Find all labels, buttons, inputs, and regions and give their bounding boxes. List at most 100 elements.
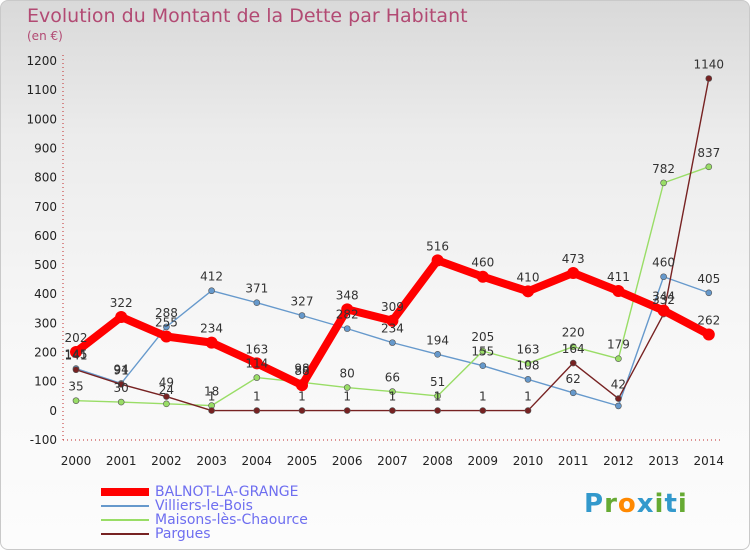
legend-label: BALNOT-LA-GRANGE xyxy=(155,484,299,500)
data-point xyxy=(705,289,713,297)
data-point xyxy=(479,347,487,355)
x-tick-label: 2009 xyxy=(468,454,499,468)
data-point xyxy=(615,355,622,362)
data-label: 837 xyxy=(697,146,720,160)
data-point xyxy=(205,336,218,349)
x-tick-label: 2001 xyxy=(106,454,137,468)
data-label: 18 xyxy=(204,385,219,399)
data-point xyxy=(72,397,80,404)
y-tick-label: 1000 xyxy=(26,112,57,126)
data-point xyxy=(389,388,396,395)
data-point xyxy=(522,285,534,298)
data-point xyxy=(615,402,622,410)
y-tick-label: 200 xyxy=(34,346,57,360)
data-point xyxy=(657,304,670,317)
data-label: 114 xyxy=(245,357,268,371)
data-label: 1 xyxy=(343,390,351,404)
legend-label: Pargues xyxy=(155,526,211,542)
chart-title: Evolution du Montant de la Dette par Hab… xyxy=(27,5,468,27)
data-label: 412 xyxy=(200,270,223,284)
y-tick-label: 300 xyxy=(34,316,57,330)
legend-label: Villiers-le-Bois xyxy=(155,498,253,514)
data-label: 473 xyxy=(562,252,585,266)
data-point xyxy=(612,285,625,298)
data-label: 49 xyxy=(159,376,174,390)
data-label: 262 xyxy=(697,313,720,327)
data-label: 80 xyxy=(340,367,355,381)
data-point xyxy=(70,345,82,358)
data-point xyxy=(705,163,713,171)
data-label: 141 xyxy=(65,349,88,363)
data-label: 1 xyxy=(479,390,487,404)
data-point xyxy=(569,389,577,397)
x-tick-label: 2013 xyxy=(648,454,679,468)
data-point xyxy=(434,392,441,400)
data-label: 163 xyxy=(245,342,268,356)
data-point xyxy=(253,374,261,381)
data-point xyxy=(296,379,308,392)
data-point xyxy=(343,407,351,414)
data-label: 202 xyxy=(65,331,88,345)
data-point xyxy=(160,330,173,343)
data-point xyxy=(341,303,354,316)
data-label: 179 xyxy=(607,338,630,352)
data-point xyxy=(660,273,667,281)
data-point xyxy=(208,407,215,414)
data-point xyxy=(524,360,532,367)
data-label: 516 xyxy=(426,239,449,253)
y-tick-label: 400 xyxy=(34,287,57,301)
data-point xyxy=(389,339,396,346)
data-point xyxy=(615,395,622,402)
data-label: 98 xyxy=(294,361,309,375)
x-tick-label: 2010 xyxy=(513,454,544,468)
data-point xyxy=(702,328,715,341)
data-label: 782 xyxy=(652,162,675,176)
x-tick-label: 2002 xyxy=(151,454,182,468)
data-label: 282 xyxy=(336,308,359,322)
data-label: 145 xyxy=(65,348,88,362)
x-tick-label: 2004 xyxy=(242,454,273,468)
x-tick-label: 2012 xyxy=(603,454,634,468)
data-label: 62 xyxy=(566,372,581,386)
legend-label: Maisons-lès-Chaource xyxy=(155,512,308,528)
data-label: 88 xyxy=(294,364,309,378)
x-tick-label: 2008 xyxy=(422,454,453,468)
y-tick-label: -100 xyxy=(30,433,57,447)
data-point xyxy=(476,270,489,283)
data-label: 327 xyxy=(291,295,314,309)
data-point xyxy=(250,357,263,370)
data-point xyxy=(343,325,351,332)
data-point xyxy=(115,310,128,323)
data-point xyxy=(434,407,441,414)
y-tick-label: 1200 xyxy=(26,54,57,68)
data-label: 1 xyxy=(253,390,261,404)
data-point xyxy=(479,362,487,369)
data-label: 348 xyxy=(336,288,359,302)
data-point xyxy=(208,287,215,295)
data-label: 42 xyxy=(611,378,626,392)
data-point xyxy=(253,407,261,414)
data-label: 405 xyxy=(697,272,720,286)
data-label: 1 xyxy=(434,390,442,404)
data-label: 91 xyxy=(114,363,129,377)
data-label: 51 xyxy=(430,375,445,389)
x-tick-label: 2005 xyxy=(287,454,318,468)
data-label: 94 xyxy=(114,362,129,376)
data-point xyxy=(660,179,667,187)
y-tick-label: 0 xyxy=(49,404,57,418)
data-label: 66 xyxy=(385,371,400,385)
y-tick-label: 800 xyxy=(34,171,57,185)
data-label: 410 xyxy=(517,270,540,284)
data-label: 1 xyxy=(208,390,216,404)
data-point xyxy=(569,359,577,367)
data-point xyxy=(298,312,306,319)
x-tick-label: 2014 xyxy=(694,454,725,468)
y-tick-label: 100 xyxy=(34,375,57,389)
data-label: 332 xyxy=(652,293,675,307)
data-label: 108 xyxy=(517,358,540,372)
data-point xyxy=(117,398,125,406)
data-point xyxy=(434,350,441,358)
data-label: 24 xyxy=(159,383,174,397)
legend-swatch xyxy=(101,533,149,535)
